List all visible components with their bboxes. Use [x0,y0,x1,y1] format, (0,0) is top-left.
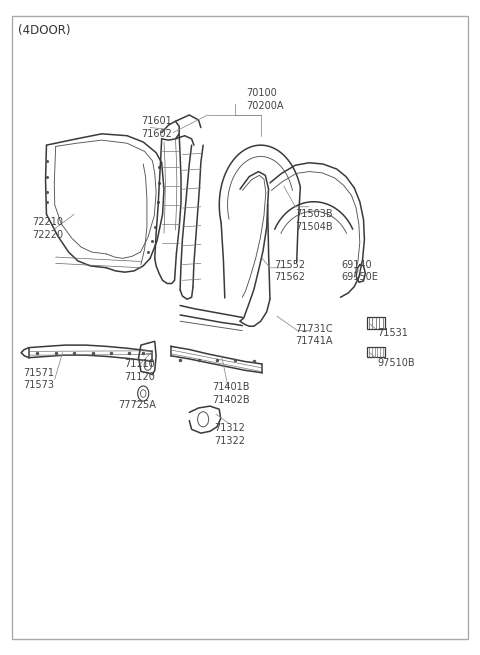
Text: 71531: 71531 [377,328,408,337]
Text: 97510B: 97510B [377,358,415,367]
Text: 70100
70200A: 70100 70200A [247,88,284,111]
Text: 71552
71562: 71552 71562 [275,259,306,282]
Text: 71110
71120: 71110 71120 [124,359,155,382]
Text: 77725A: 77725A [118,400,156,411]
Text: 71571
71573: 71571 71573 [24,367,54,390]
Text: 69140
69150E: 69140 69150E [341,259,378,282]
Text: 71503B
71504B: 71503B 71504B [295,209,333,232]
Text: 71601
71602: 71601 71602 [141,116,172,139]
Text: 71401B
71402B: 71401B 71402B [212,382,250,405]
Text: (4DOOR): (4DOOR) [18,24,71,37]
Text: 71731C
71741A: 71731C 71741A [295,324,333,346]
Text: 71312
71322: 71312 71322 [215,423,246,446]
Text: 72210
72220: 72210 72220 [32,217,63,240]
